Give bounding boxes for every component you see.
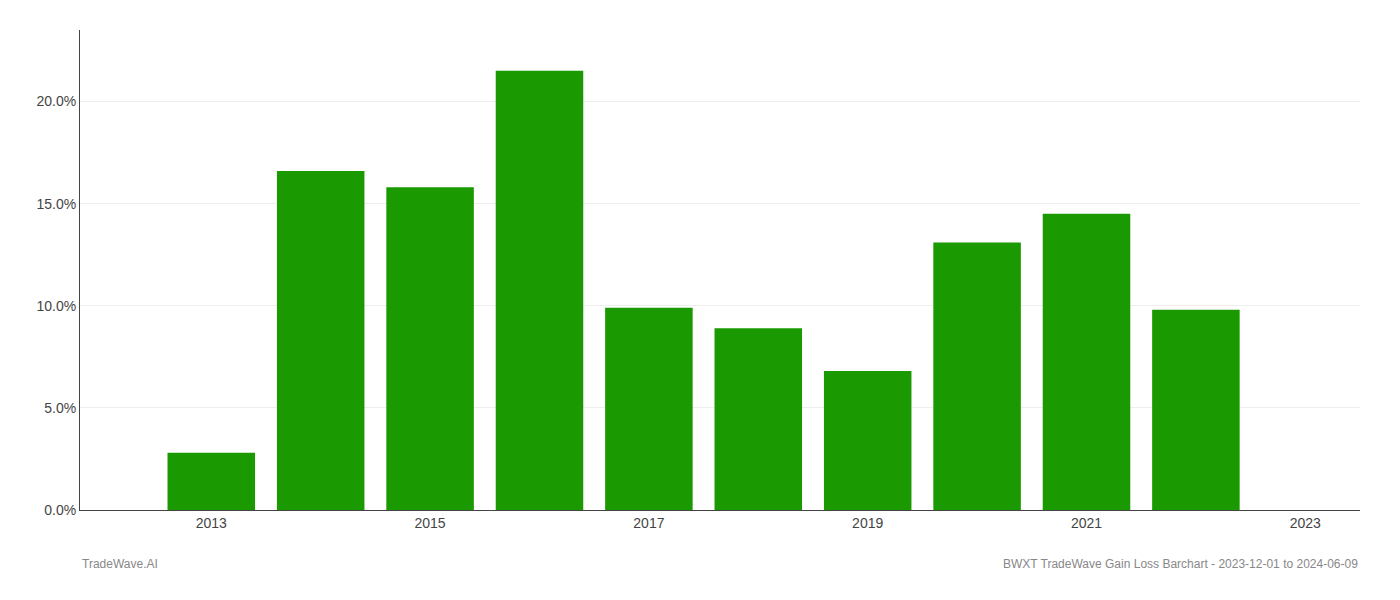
svg-text:2015: 2015 [415,515,446,531]
svg-text:0.0%: 0.0% [44,502,76,518]
svg-text:BWXT TradeWave Gain Loss Barch: BWXT TradeWave Gain Loss Barchart - 2023… [1003,557,1358,571]
svg-text:2017: 2017 [633,515,664,531]
svg-text:2013: 2013 [196,515,227,531]
svg-text:5.0%: 5.0% [44,400,76,416]
svg-text:2023: 2023 [1290,515,1321,531]
svg-text:2021: 2021 [1071,515,1102,531]
svg-text:TradeWave.AI: TradeWave.AI [82,557,158,571]
svg-text:10.0%: 10.0% [36,298,76,314]
svg-text:2019: 2019 [852,515,883,531]
svg-text:15.0%: 15.0% [36,196,76,212]
svg-text:20.0%: 20.0% [36,93,76,109]
